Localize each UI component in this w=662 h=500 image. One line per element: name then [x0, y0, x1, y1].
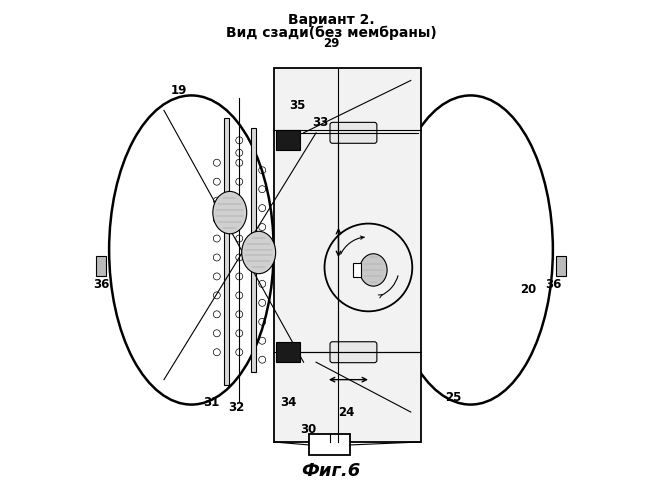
Bar — [276, 130, 300, 150]
FancyBboxPatch shape — [330, 342, 377, 362]
Text: 29: 29 — [323, 36, 339, 50]
Bar — [95, 256, 106, 276]
Bar — [276, 342, 300, 362]
Bar — [556, 256, 567, 276]
Bar — [273, 68, 421, 442]
Text: 19: 19 — [171, 84, 187, 97]
Text: Вид сзади(без мембраны): Вид сзади(без мембраны) — [226, 26, 436, 40]
Text: 32: 32 — [228, 400, 244, 413]
Text: 35: 35 — [289, 99, 305, 112]
Ellipse shape — [242, 232, 275, 274]
Text: 24: 24 — [338, 406, 354, 418]
Bar — [309, 434, 350, 456]
Ellipse shape — [359, 254, 387, 286]
Bar — [224, 118, 229, 384]
Text: 31: 31 — [203, 396, 220, 408]
Text: 25: 25 — [445, 390, 461, 404]
Text: 30: 30 — [301, 423, 316, 436]
Text: 34: 34 — [281, 396, 297, 408]
Bar — [354, 264, 361, 278]
Text: Фиг.6: Фиг.6 — [301, 462, 361, 480]
Text: 33: 33 — [312, 116, 328, 130]
Bar — [251, 128, 256, 372]
Text: 36: 36 — [93, 278, 110, 291]
Text: 20: 20 — [520, 284, 536, 296]
Ellipse shape — [213, 192, 247, 234]
Text: 36: 36 — [545, 278, 561, 291]
FancyBboxPatch shape — [330, 122, 377, 144]
Text: Вариант 2.: Вариант 2. — [288, 13, 374, 27]
